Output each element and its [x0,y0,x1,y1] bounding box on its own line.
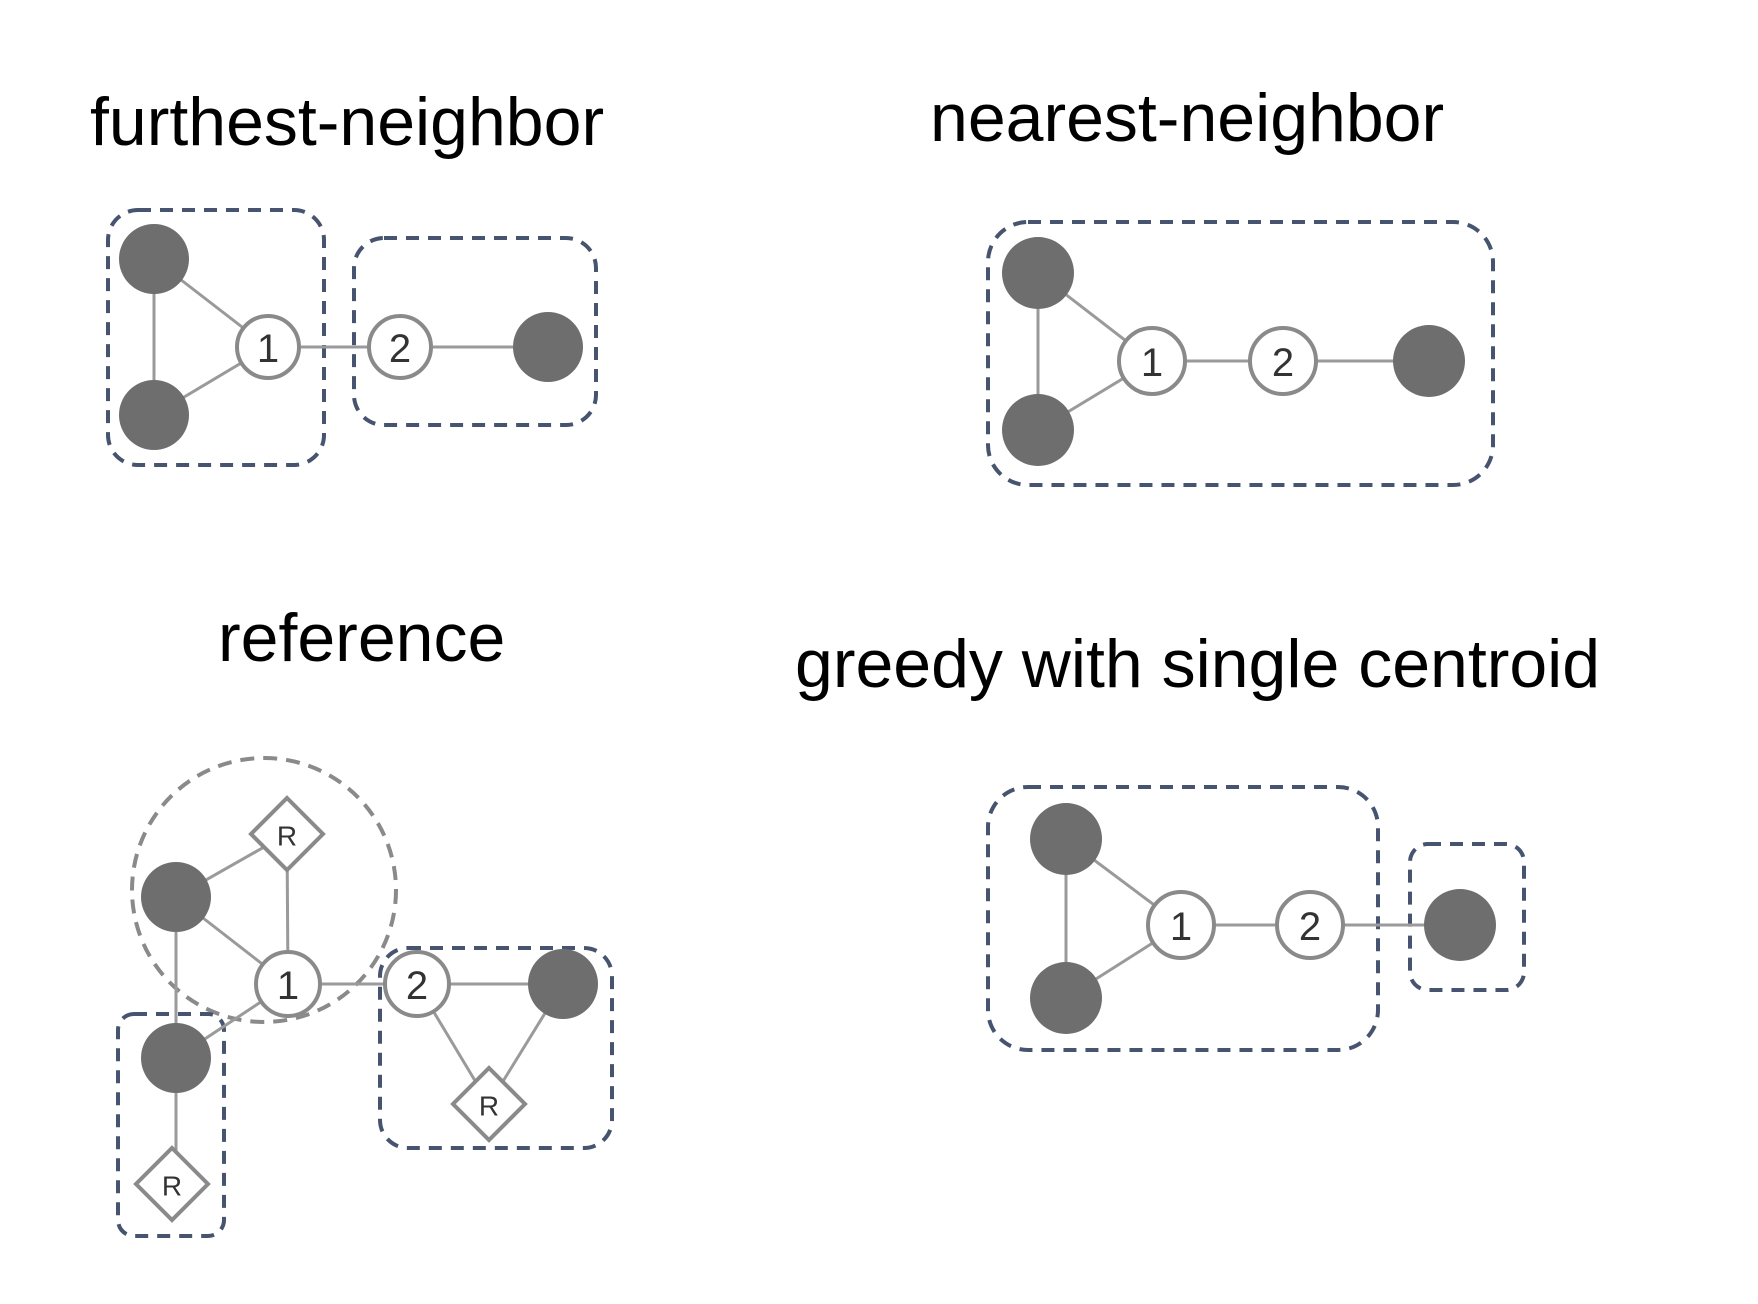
node-1-label: 1 [1170,905,1192,949]
node-2-label: 2 [406,964,428,1008]
cluster-right [352,236,598,427]
node-2 [367,314,433,380]
panel-reference: R R R 1 2 [116,756,614,1238]
dark-node [1030,962,1102,1034]
reference-node-label: R [277,821,297,852]
title-nearest-neighbor: nearest-neighbor [930,80,1445,156]
dark-node [1424,889,1496,961]
dark-node [141,1023,211,1093]
title-greedy-single-centroid: greedy with single centroid [795,626,1601,702]
dark-node [1002,237,1074,309]
reference-node-label: R [162,1171,182,1202]
dark-node [141,862,211,932]
node-1-label: 1 [257,327,279,371]
node-2 [1248,326,1318,396]
cluster-circle [130,756,398,1024]
dark-node [528,949,598,1019]
title-reference: reference [218,600,506,676]
cluster-left [986,785,1380,1052]
node-1-label: 1 [277,964,299,1008]
cluster-bottom-left [116,1012,226,1238]
cluster-right [378,946,614,1150]
dark-node [1030,803,1102,875]
panel-nearest-neighbor: 1 2 [986,220,1495,487]
node-1 [1146,890,1216,960]
cluster-right [1408,842,1526,992]
reference-node [450,1065,528,1143]
node-1 [235,314,301,380]
node-1-label: 1 [1141,341,1163,385]
dark-node [1002,394,1074,466]
node-2 [383,950,451,1018]
reference-node [248,795,326,873]
node-2 [1275,890,1345,960]
panel-greedy-single-centroid: 1 2 [986,785,1526,1052]
node-2-label: 2 [389,327,411,371]
cluster-all [986,220,1495,487]
reference-node-label: R [479,1091,499,1122]
title-furthest-neighbor: furthest-neighbor [90,84,605,160]
reference-node [133,1145,211,1223]
node-1 [1117,326,1187,396]
node-2-label: 2 [1272,341,1294,385]
node-1 [254,950,322,1018]
dark-node [119,380,189,450]
dark-node [513,312,583,382]
dark-node [1393,325,1465,397]
node-2-label: 2 [1299,905,1321,949]
panel-furthest-neighbor: 1 2 [106,208,598,467]
dark-node [119,224,189,294]
cluster-left [106,208,326,467]
